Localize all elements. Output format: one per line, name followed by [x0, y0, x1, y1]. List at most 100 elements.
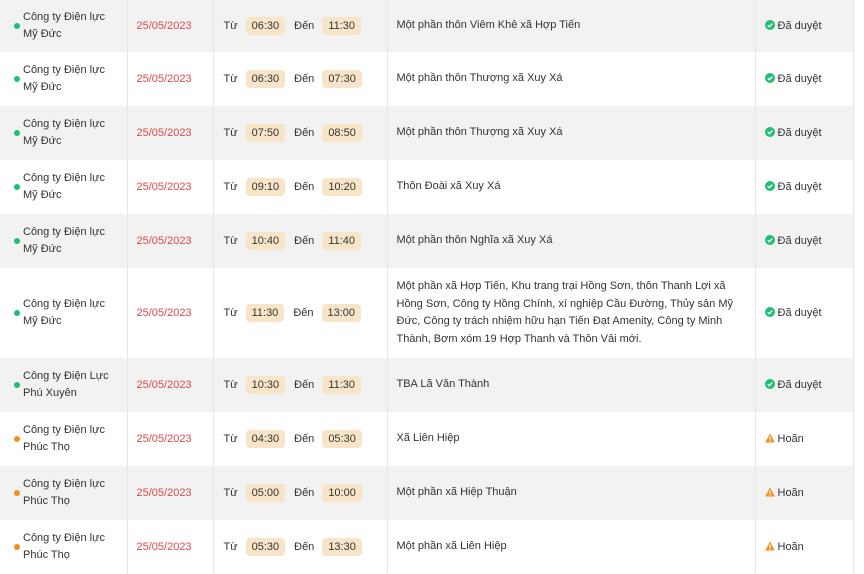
to-label: Đến: [294, 127, 315, 139]
to-label: Đến: [294, 433, 315, 445]
status-dot-icon: [14, 238, 20, 244]
check-circle-icon: [764, 379, 775, 389]
date-cell: 25/05/2023: [127, 52, 214, 106]
company-cell: Công ty Điện lực Mỹ Đức: [0, 160, 128, 214]
outage-date: 25/05/2023: [136, 487, 192, 499]
to-label: Đến: [294, 181, 315, 193]
outage-date: 25/05/2023: [136, 307, 192, 319]
time-cell: Từ 10:30 Đến 11:30: [213, 358, 388, 412]
status-label: Đã duyệt: [777, 127, 822, 139]
to-label: Đến: [294, 20, 315, 32]
to-time: 07:30: [322, 70, 362, 88]
from-time: 06:30: [245, 17, 286, 35]
company-cell: Công ty Điện lực Mỹ Đức: [0, 106, 128, 160]
outage-date: 25/05/2023: [136, 181, 192, 193]
check-circle-icon: [764, 73, 775, 83]
date-cell: 25/05/2023: [127, 358, 214, 412]
area-text: Một phần thôn Viêm Khê xã Hợp Tiến: [396, 19, 581, 32]
area-text: Một phần xã Liên Hiệp: [396, 540, 507, 553]
time-cell: Từ 04:30 Đến 05:30: [213, 412, 388, 466]
area-cell: Một phần thôn Thượng xã Xuy Xá: [387, 52, 756, 106]
outage-date: 25/05/2023: [136, 235, 192, 247]
date-cell: 25/05/2023: [127, 466, 214, 520]
date-cell: 25/05/2023: [127, 106, 214, 160]
company-cell: Công ty Điện lực Mỹ Đức: [0, 0, 128, 52]
area-cell: TBA Lã Văn Thành: [387, 358, 756, 412]
company-cell: Công ty Điện lực Phúc Thọ: [0, 520, 128, 574]
status-dot-icon: [14, 490, 20, 496]
company-cell: Công ty Điện lực Mỹ Đức: [0, 268, 128, 358]
company-cell: Công ty Điện lực Phúc Thọ: [0, 412, 128, 466]
time-cell: Từ 06:30 Đến 07:30: [213, 52, 388, 106]
status-cell: Đã duyệt: [755, 106, 854, 160]
check-circle-icon: [764, 235, 775, 245]
to-time: 13:00: [321, 304, 362, 322]
to-time: 13:30: [322, 538, 362, 556]
outage-date: 25/05/2023: [136, 541, 192, 553]
from-label: Từ: [223, 127, 238, 139]
status-label: Hoãn: [777, 433, 804, 445]
company-name: Công ty Điện lực Phúc Thọ: [23, 478, 105, 507]
table-row: Công ty Điện lực Phúc Thọ 25/05/2023 Từ 0…: [0, 412, 854, 466]
status-cell: Hoãn: [755, 520, 854, 574]
status-cell: Đã duyệt: [755, 268, 854, 358]
check-circle-icon: [764, 127, 775, 137]
status-dot-icon: [14, 310, 20, 316]
company-name: Công ty Điện lực Mỹ Đức: [23, 64, 105, 93]
area-cell: Một phần xã Liên Hiệp: [387, 520, 756, 574]
table-row: Công ty Điện lực Mỹ Đức 25/05/2023 Từ 07:…: [0, 106, 854, 160]
status-label: Đã duyệt: [777, 235, 822, 247]
status-label: Đã duyệt: [777, 73, 822, 85]
check-circle-icon: [764, 181, 775, 191]
to-time: 10:20: [322, 178, 362, 196]
status-label: Hoãn: [777, 541, 804, 553]
outage-date: 25/05/2023: [136, 20, 192, 32]
to-label: Đến: [293, 307, 314, 319]
status-dot-icon: [14, 130, 20, 136]
table-row: Công ty Điện lực Mỹ Đức 25/05/2023 Từ 10:…: [0, 214, 854, 268]
outage-date: 25/05/2023: [136, 127, 192, 139]
status-label: Đã duyệt: [777, 20, 822, 32]
from-time: 11:30: [245, 304, 285, 322]
company-name: Công ty Điện lực Mỹ Đức: [23, 226, 105, 255]
company-cell: Công ty Điện Lực Phú Xuyên: [0, 358, 128, 412]
from-time: 05:00: [245, 484, 286, 502]
status-label: Đã duyệt: [777, 379, 822, 391]
status-dot-icon: [14, 436, 20, 442]
status-dot-icon: [14, 76, 20, 82]
to-time: 11:30: [322, 17, 362, 35]
area-cell: Một phần thôn Nghĩa xã Xuy Xá: [387, 214, 756, 268]
status-cell: Đã duyệt: [755, 160, 854, 214]
from-label: Từ: [223, 20, 238, 32]
status-dot-icon: [14, 23, 20, 29]
area-text: Một phần xã Hiệp Thuận: [396, 486, 517, 499]
outage-date: 25/05/2023: [136, 73, 192, 85]
table-row: Công ty Điện Lực Phú Xuyên 25/05/2023 Từ…: [0, 358, 854, 412]
to-label: Đến: [294, 541, 315, 553]
time-cell: Từ 10:40 Đến 11:40: [213, 214, 388, 268]
status-cell: Hoãn: [755, 412, 854, 466]
to-time: 11:30: [322, 376, 362, 394]
from-time: 06:30: [245, 70, 286, 88]
company-cell: Công ty Điện lực Phúc Thọ: [0, 466, 128, 520]
status-label: Đã duyệt: [777, 307, 822, 319]
from-time: 07:50: [245, 124, 286, 142]
table-row: Công ty Điện lực Mỹ Đức 25/05/2023 Từ 06:…: [0, 0, 854, 52]
date-cell: 25/05/2023: [127, 0, 214, 52]
check-circle-icon: [764, 20, 775, 30]
area-cell: Một phần xã Hợp Tiến, Khu trang trại Hồn…: [387, 268, 756, 358]
to-label: Đến: [294, 73, 315, 85]
time-cell: Từ 11:30 Đến 13:00: [213, 268, 388, 358]
area-cell: Thôn Đoài xã Xuy Xá: [387, 160, 756, 214]
table-row: Công ty Điện lực Mỹ Đức 25/05/2023 Từ 06:…: [0, 52, 854, 106]
area-text: Xã Liên Hiệp: [396, 432, 460, 445]
to-time: 11:40: [322, 232, 362, 250]
company-name: Công ty Điện lực Mỹ Đức: [23, 298, 105, 327]
area-text: Một phần thôn Thượng xã Xuy Xá: [396, 126, 563, 139]
company-name: Công ty Điện lực Mỹ Đức: [23, 172, 105, 201]
from-label: Từ: [223, 235, 238, 247]
time-cell: Từ 09:10 Đến 10:20: [213, 160, 388, 214]
time-cell: Từ 05:00 Đến 10:00: [213, 466, 388, 520]
from-time: 10:30: [245, 376, 286, 394]
